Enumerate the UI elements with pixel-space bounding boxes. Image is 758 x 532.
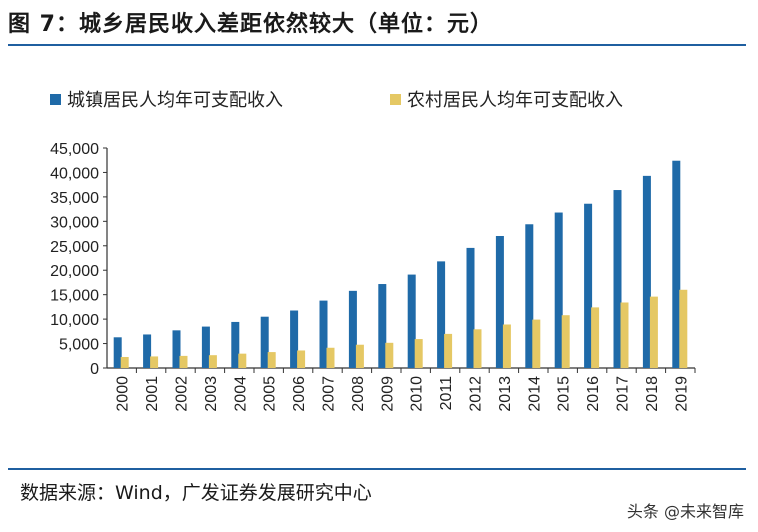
bar-urban-2004	[231, 321, 240, 368]
bar-rural-2012	[473, 329, 482, 368]
bar-rural-2004	[238, 353, 247, 368]
title-rule	[8, 44, 746, 46]
bar-urban-2015	[554, 212, 563, 368]
x-tick-label: 2010	[409, 376, 426, 412]
bar-urban-2003	[201, 326, 210, 368]
bar-rural-2013	[502, 324, 511, 368]
bar-urban-2014	[525, 224, 534, 368]
y-tick-label: 5,000	[59, 337, 99, 354]
bar-urban-2011	[437, 261, 446, 368]
bar-urban-2017	[613, 190, 622, 368]
bar-rural-2008	[355, 344, 364, 368]
legend-label-rural: 农村居民人均年可支配收入	[407, 90, 623, 111]
y-tick-label: 40,000	[50, 165, 99, 182]
watermark: 头条 @未来智库	[626, 502, 744, 521]
bar-rural-2000	[120, 356, 129, 368]
bar-rural-2014	[532, 319, 541, 368]
x-tick-label: 2000	[115, 376, 132, 412]
legend-swatch-urban	[50, 93, 61, 105]
x-tick-label: 2009	[379, 376, 396, 412]
bar-urban-2007	[319, 300, 328, 368]
figure-title: 图 7：城乡居民收入差距依然较大（单位：元）	[8, 12, 493, 37]
x-tick-label: 2004	[232, 376, 249, 412]
legend-label-urban: 城镇居民人均年可支配收入	[67, 90, 283, 111]
x-tick-label: 2003	[203, 376, 220, 412]
bar-rural-2002	[179, 355, 188, 368]
bar-urban-2010	[407, 274, 416, 368]
bar-rural-2018	[649, 296, 658, 368]
x-tick-label: 2007	[321, 376, 338, 412]
bar-urban-2013	[495, 236, 504, 368]
bar-rural-2001	[150, 356, 159, 368]
source-rule	[8, 468, 746, 470]
bar-rural-2009	[385, 342, 394, 368]
bar-rural-2005	[267, 352, 276, 368]
legend-item-rural: 农村居民人均年可支配收入	[390, 86, 623, 112]
legend-item-urban: 城镇居民人均年可支配收入	[50, 86, 283, 112]
x-tick-label: 2016	[585, 376, 602, 412]
x-tick-label: 2011	[438, 376, 455, 411]
x-tick-label: 2019	[673, 376, 690, 412]
y-tick-label: 45,000	[50, 141, 99, 158]
x-tick-label: 2018	[644, 376, 661, 412]
bar-urban-2002	[172, 330, 181, 368]
bar-rural-2003	[208, 355, 217, 368]
x-tick-label: 2002	[174, 376, 191, 412]
x-tick-label: 2008	[350, 376, 367, 412]
y-tick-label: 10,000	[50, 312, 99, 329]
x-tick-label: 2006	[291, 376, 308, 412]
x-tick-label: 2017	[615, 376, 632, 412]
y-tick-label: 15,000	[50, 288, 99, 305]
bar-rural-2016	[591, 307, 600, 368]
y-tick-label: 20,000	[50, 263, 99, 280]
bar-rural-2019	[679, 289, 688, 368]
bar-rural-2010	[414, 339, 423, 368]
x-tick-label: 2005	[262, 376, 279, 412]
bar-urban-2016	[584, 203, 593, 368]
y-tick-label: 0	[90, 361, 99, 378]
bar-urban-2006	[290, 310, 299, 368]
y-tick-label: 25,000	[50, 239, 99, 256]
bar-urban-2008	[348, 290, 357, 368]
bar-rural-2011	[444, 333, 453, 368]
bar-rural-2007	[326, 347, 335, 368]
y-tick-label: 35,000	[50, 190, 99, 207]
source-note: 数据来源：Wind，广发证券发展研究中心	[20, 482, 372, 504]
bar-urban-2018	[642, 175, 651, 368]
bar-urban-2019	[672, 160, 681, 368]
x-tick-label: 2013	[497, 376, 514, 412]
x-tick-label: 2015	[556, 376, 573, 412]
bar-rural-2006	[297, 350, 306, 368]
bar-rural-2017	[620, 302, 629, 368]
bar-chart: 0 5,000 10,000 15,000 20,000 25,000 30,000 35,0…	[50, 141, 696, 412]
y-tick-label: 30,000	[50, 214, 99, 231]
bar-rural-2015	[561, 315, 570, 368]
legend-swatch-rural	[390, 93, 401, 105]
bar-urban-2005	[260, 316, 269, 368]
bar-urban-2009	[378, 284, 387, 368]
x-tick-label: 2014	[526, 376, 543, 412]
bar-urban-2012	[466, 247, 475, 368]
bar-urban-2001	[143, 334, 152, 368]
x-tick-label: 2001	[144, 376, 161, 412]
x-tick-label: 2012	[468, 376, 485, 412]
bar-urban-2000	[113, 337, 122, 368]
